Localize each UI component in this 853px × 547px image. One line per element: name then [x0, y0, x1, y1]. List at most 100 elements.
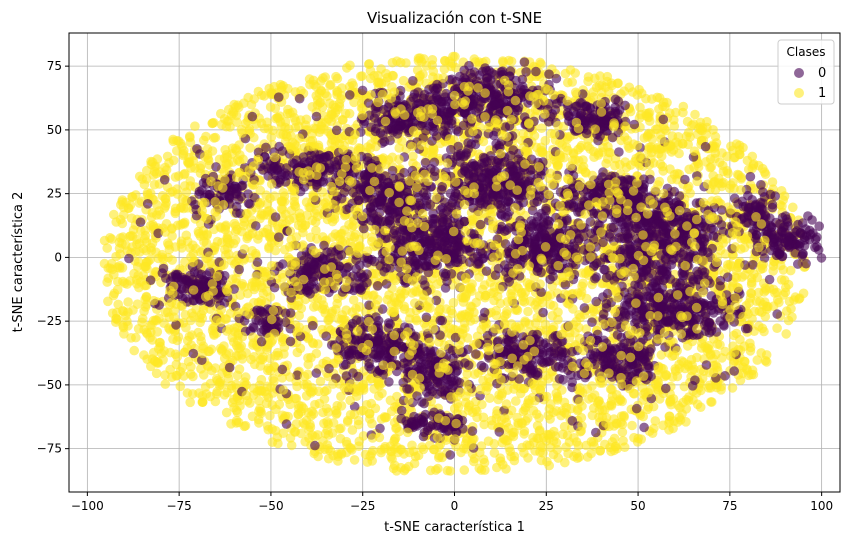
point-class-1	[560, 457, 570, 468]
point-class-1	[450, 51, 460, 62]
point-class-1	[129, 345, 139, 356]
point-class-1	[459, 465, 470, 475]
point-class-1	[145, 332, 155, 343]
point-class-1	[111, 217, 121, 227]
point-class-1	[446, 305, 456, 316]
point-class-1	[134, 198, 145, 208]
point-class-1	[767, 177, 778, 187]
point-class-1	[673, 400, 683, 411]
point-class-1	[185, 315, 196, 326]
point-class-1	[497, 388, 508, 399]
point-class-1	[753, 160, 764, 171]
point-class-1	[669, 115, 679, 125]
point-class-1	[491, 310, 502, 321]
point-class-1	[662, 97, 672, 108]
point-class-1	[781, 329, 791, 339]
point-class-1	[333, 449, 343, 459]
point-class-1	[118, 322, 129, 333]
point-class-0	[521, 67, 531, 77]
point-class-1	[498, 57, 508, 68]
point-class-1	[347, 222, 357, 232]
point-class-0	[298, 152, 309, 162]
point-class-1	[367, 456, 378, 466]
point-class-1	[683, 395, 694, 406]
point-class-1	[448, 297, 459, 308]
point-class-1	[474, 463, 485, 474]
point-class-1	[300, 120, 311, 130]
point-class-1	[331, 71, 341, 82]
point-class-1	[197, 397, 208, 408]
point-class-1	[321, 403, 332, 414]
point-class-1	[678, 107, 688, 118]
point-class-1	[742, 365, 752, 376]
point-class-1	[369, 70, 379, 81]
point-class-1	[772, 323, 782, 334]
point-class-1	[650, 416, 661, 426]
point-class-1	[107, 264, 118, 275]
point-class-1	[788, 202, 798, 213]
point-class-1	[122, 246, 133, 256]
point-class-1	[171, 371, 181, 381]
point-class-1	[506, 56, 517, 67]
point-class-1	[278, 428, 289, 439]
point-class-1	[537, 442, 548, 453]
point-class-1	[408, 151, 418, 162]
point-class-1	[347, 78, 357, 88]
point-class-1	[260, 228, 271, 238]
point-class-1	[207, 118, 217, 129]
point-class-1	[131, 190, 141, 200]
point-class-1	[681, 404, 692, 414]
point-class-1	[659, 124, 670, 134]
point-class-1	[332, 298, 343, 309]
point-class-0	[261, 142, 271, 153]
point-class-1	[225, 122, 235, 132]
chart-title: Visualización con t-SNE	[367, 9, 542, 27]
point-class-1	[234, 102, 244, 113]
point-class-1	[179, 219, 190, 229]
point-class-1	[394, 143, 405, 153]
point-class-1	[159, 346, 169, 356]
point-class-0	[614, 105, 625, 115]
point-class-0	[424, 84, 434, 95]
point-class-1	[784, 296, 795, 307]
point-class-1	[185, 132, 195, 143]
point-class-1	[232, 407, 243, 418]
point-class-0	[453, 126, 464, 137]
point-class-1	[656, 151, 667, 161]
point-class-1	[286, 440, 297, 451]
point-class-1	[296, 428, 306, 439]
point-class-1	[123, 307, 133, 317]
point-class-1	[275, 79, 286, 90]
point-class-1	[186, 361, 196, 372]
point-class-1	[195, 163, 206, 173]
point-class-1	[399, 465, 410, 476]
point-class-1	[623, 141, 634, 151]
point-class-1	[347, 445, 357, 455]
point-class-1	[716, 381, 727, 392]
point-class-1	[386, 452, 396, 462]
point-class-1	[137, 313, 148, 324]
point-class-1	[316, 76, 326, 86]
point-class-1	[270, 245, 281, 256]
point-class-1	[337, 310, 348, 320]
point-class-1	[190, 121, 200, 131]
point-class-1	[113, 299, 123, 310]
point-class-0	[431, 131, 442, 141]
point-class-0	[593, 135, 603, 146]
point-class-1	[175, 381, 186, 392]
point-class-1	[408, 158, 418, 169]
point-class-1	[775, 260, 786, 271]
point-class-1	[695, 402, 706, 413]
point-class-1	[108, 290, 119, 301]
point-class-1	[410, 451, 421, 462]
point-class-1	[273, 438, 283, 449]
point-class-1	[361, 400, 372, 410]
point-class-1	[564, 437, 575, 447]
point-class-1	[536, 123, 547, 133]
point-class-1	[696, 385, 706, 396]
data-points	[99, 51, 827, 476]
point-class-1	[602, 76, 612, 87]
point-class-1	[760, 169, 771, 179]
point-class-1	[756, 348, 766, 358]
point-class-1	[329, 112, 339, 122]
